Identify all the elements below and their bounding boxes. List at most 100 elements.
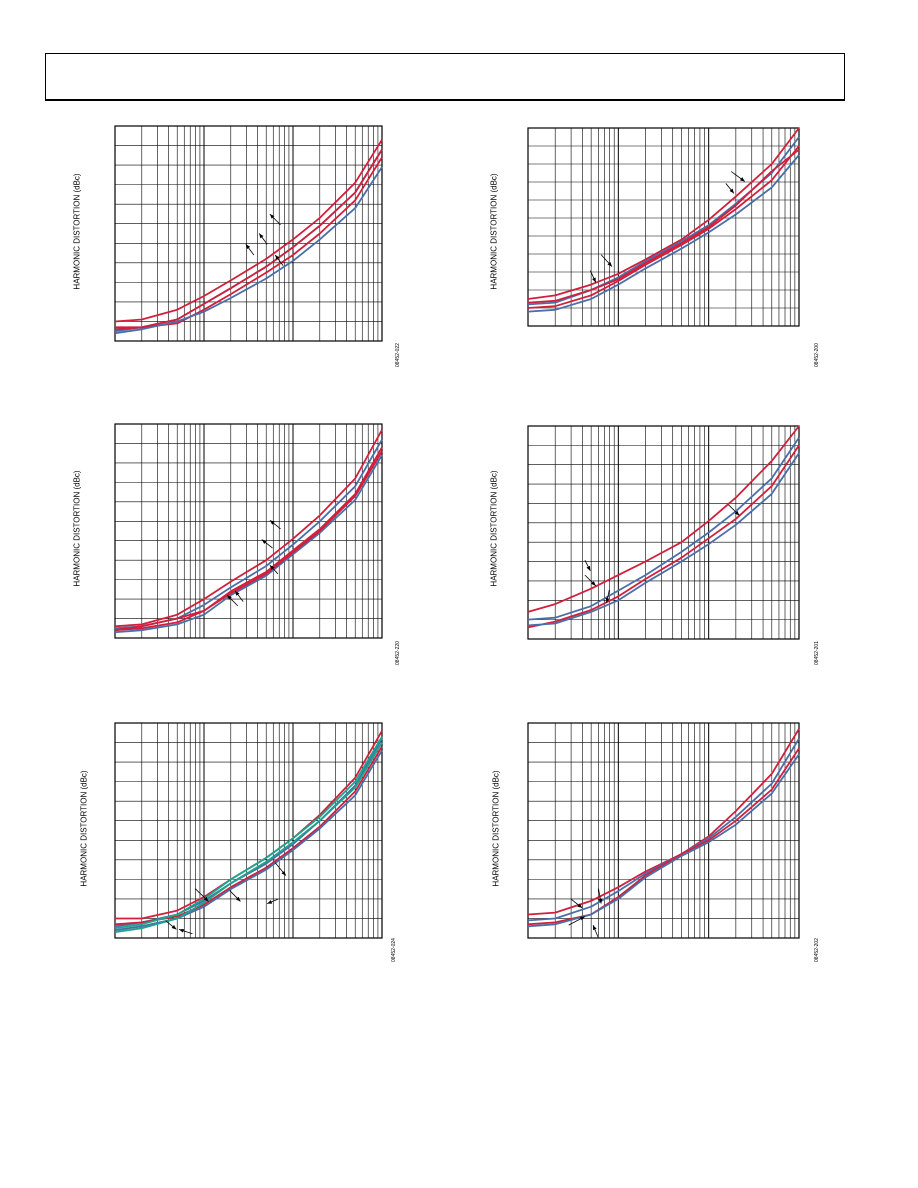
leader-arrow-head xyxy=(729,188,734,194)
leader-arrow-2 xyxy=(725,183,735,194)
plot-frame xyxy=(114,722,383,939)
leader-arrow-3 xyxy=(274,254,284,266)
figure-id: 08452-200 xyxy=(814,343,820,367)
leader-arrow-head xyxy=(739,177,745,182)
leader-arrow-head xyxy=(592,277,596,283)
leader-arrow-head xyxy=(734,510,740,516)
plot-frame xyxy=(527,425,800,640)
leader-arrow-head xyxy=(605,597,610,603)
leader-arrow-3 xyxy=(568,916,586,926)
leader-arrow-2 xyxy=(584,574,597,587)
leader-arrow-head xyxy=(179,928,185,933)
chart-plot-2 xyxy=(527,127,800,327)
series-line-4 xyxy=(114,454,383,634)
series-line-2 xyxy=(527,738,800,922)
series-line-5 xyxy=(114,450,383,632)
leader-arrow-head xyxy=(269,520,275,525)
series-line-2 xyxy=(527,437,800,621)
leader-arrow-5 xyxy=(165,920,177,930)
leader-arrow-6 xyxy=(178,928,193,935)
series-line-5 xyxy=(114,736,383,930)
leader-arrow-4 xyxy=(245,244,255,256)
plot-frame xyxy=(527,127,800,327)
leader-arrow-2 xyxy=(261,539,273,549)
leader-arrow-2 xyxy=(229,890,241,902)
series-line-1 xyxy=(527,728,800,916)
series-line-2 xyxy=(114,738,383,928)
series-line-4 xyxy=(527,154,800,313)
grid xyxy=(114,722,382,939)
leader-arrow-1 xyxy=(728,504,740,516)
leader-arrow-head xyxy=(259,233,264,239)
series-line-4 xyxy=(114,166,383,335)
figure-id: 08452-220 xyxy=(395,641,401,665)
y-axis-label: HARMONIC DISTORTION (dBc) xyxy=(79,770,89,887)
leader-arrow-4 xyxy=(267,898,279,904)
leader-arrow-head xyxy=(607,261,613,267)
leader-arrow-head xyxy=(267,900,273,904)
leader-arrow-head xyxy=(579,916,585,921)
y-axis-label: HARMONIC DISTORTION (dBc) xyxy=(72,470,82,587)
page-header-box xyxy=(45,53,845,101)
leader-arrow-1 xyxy=(269,519,281,530)
series-line-1 xyxy=(114,139,383,323)
leader-arrow-1 xyxy=(731,171,746,182)
figure-id: 08452-024 xyxy=(391,938,397,962)
series-line-4 xyxy=(527,452,800,627)
leader-arrow-4 xyxy=(589,270,597,283)
series-line-3 xyxy=(527,747,800,926)
leader-arrow-5 xyxy=(226,594,239,607)
leader-arrow-4 xyxy=(592,924,599,939)
series-line-1 xyxy=(527,425,800,613)
leader-arrow-head xyxy=(171,924,177,930)
y-axis-label: HARMONIC DISTORTION (dBc) xyxy=(72,173,82,290)
leader-arrow-4 xyxy=(234,590,244,602)
y-axis-label: HARMONIC DISTORTION (dBc) xyxy=(489,173,499,290)
leader-arrow-4 xyxy=(584,560,591,572)
leader-arrow-head xyxy=(281,870,286,876)
figure-id: 08452-201 xyxy=(814,641,820,665)
leader-arrow-1 xyxy=(274,862,287,876)
series-line-1 xyxy=(115,730,383,920)
leader-arrow-3 xyxy=(269,564,279,575)
leader-arrow-1 xyxy=(269,213,281,226)
series-line-5 xyxy=(114,149,383,331)
leader-arrow-head xyxy=(245,244,251,250)
series-line-2 xyxy=(114,439,383,630)
grid xyxy=(527,722,799,939)
leader-arrow-3 xyxy=(605,589,610,603)
leader-arrow-head xyxy=(227,595,232,600)
series-line-1 xyxy=(114,429,383,628)
y-axis-label: HARMONIC DISTORTION (dBc) xyxy=(491,770,501,887)
series-line-3 xyxy=(114,746,383,926)
chart-plot-5 xyxy=(114,722,383,939)
grid xyxy=(114,423,382,639)
chart-plot-6 xyxy=(527,722,800,939)
leader-arrow-2 xyxy=(258,233,268,245)
plot-frame xyxy=(114,125,383,342)
series-line-4 xyxy=(527,753,800,928)
figure-id: 08452-202 xyxy=(814,938,820,962)
grid xyxy=(527,425,799,640)
leader-arrow-head xyxy=(269,214,275,219)
plot-frame xyxy=(527,722,800,939)
figure-id: 08452-022 xyxy=(395,343,401,367)
series-line-2 xyxy=(527,136,800,306)
leader-arrow-head xyxy=(261,539,267,544)
series-line-5 xyxy=(527,148,800,304)
leader-arrow-head xyxy=(598,898,603,904)
leader-arrow-head xyxy=(203,896,209,902)
chart-plot-3 xyxy=(114,423,383,639)
leader-arrow-head xyxy=(269,565,275,570)
series-line-3 xyxy=(527,145,800,309)
leader-arrow-head xyxy=(593,925,597,931)
leader-arrow-head xyxy=(591,581,596,586)
leader-arrow-head xyxy=(586,565,591,571)
series-line-3 xyxy=(527,444,800,629)
series-line-2 xyxy=(114,149,383,333)
grid xyxy=(114,125,382,342)
leader-arrow-head xyxy=(275,255,280,260)
chart-plot-4 xyxy=(527,425,800,640)
leader-arrow-3 xyxy=(194,888,209,902)
leader-arrow-head xyxy=(577,903,583,908)
